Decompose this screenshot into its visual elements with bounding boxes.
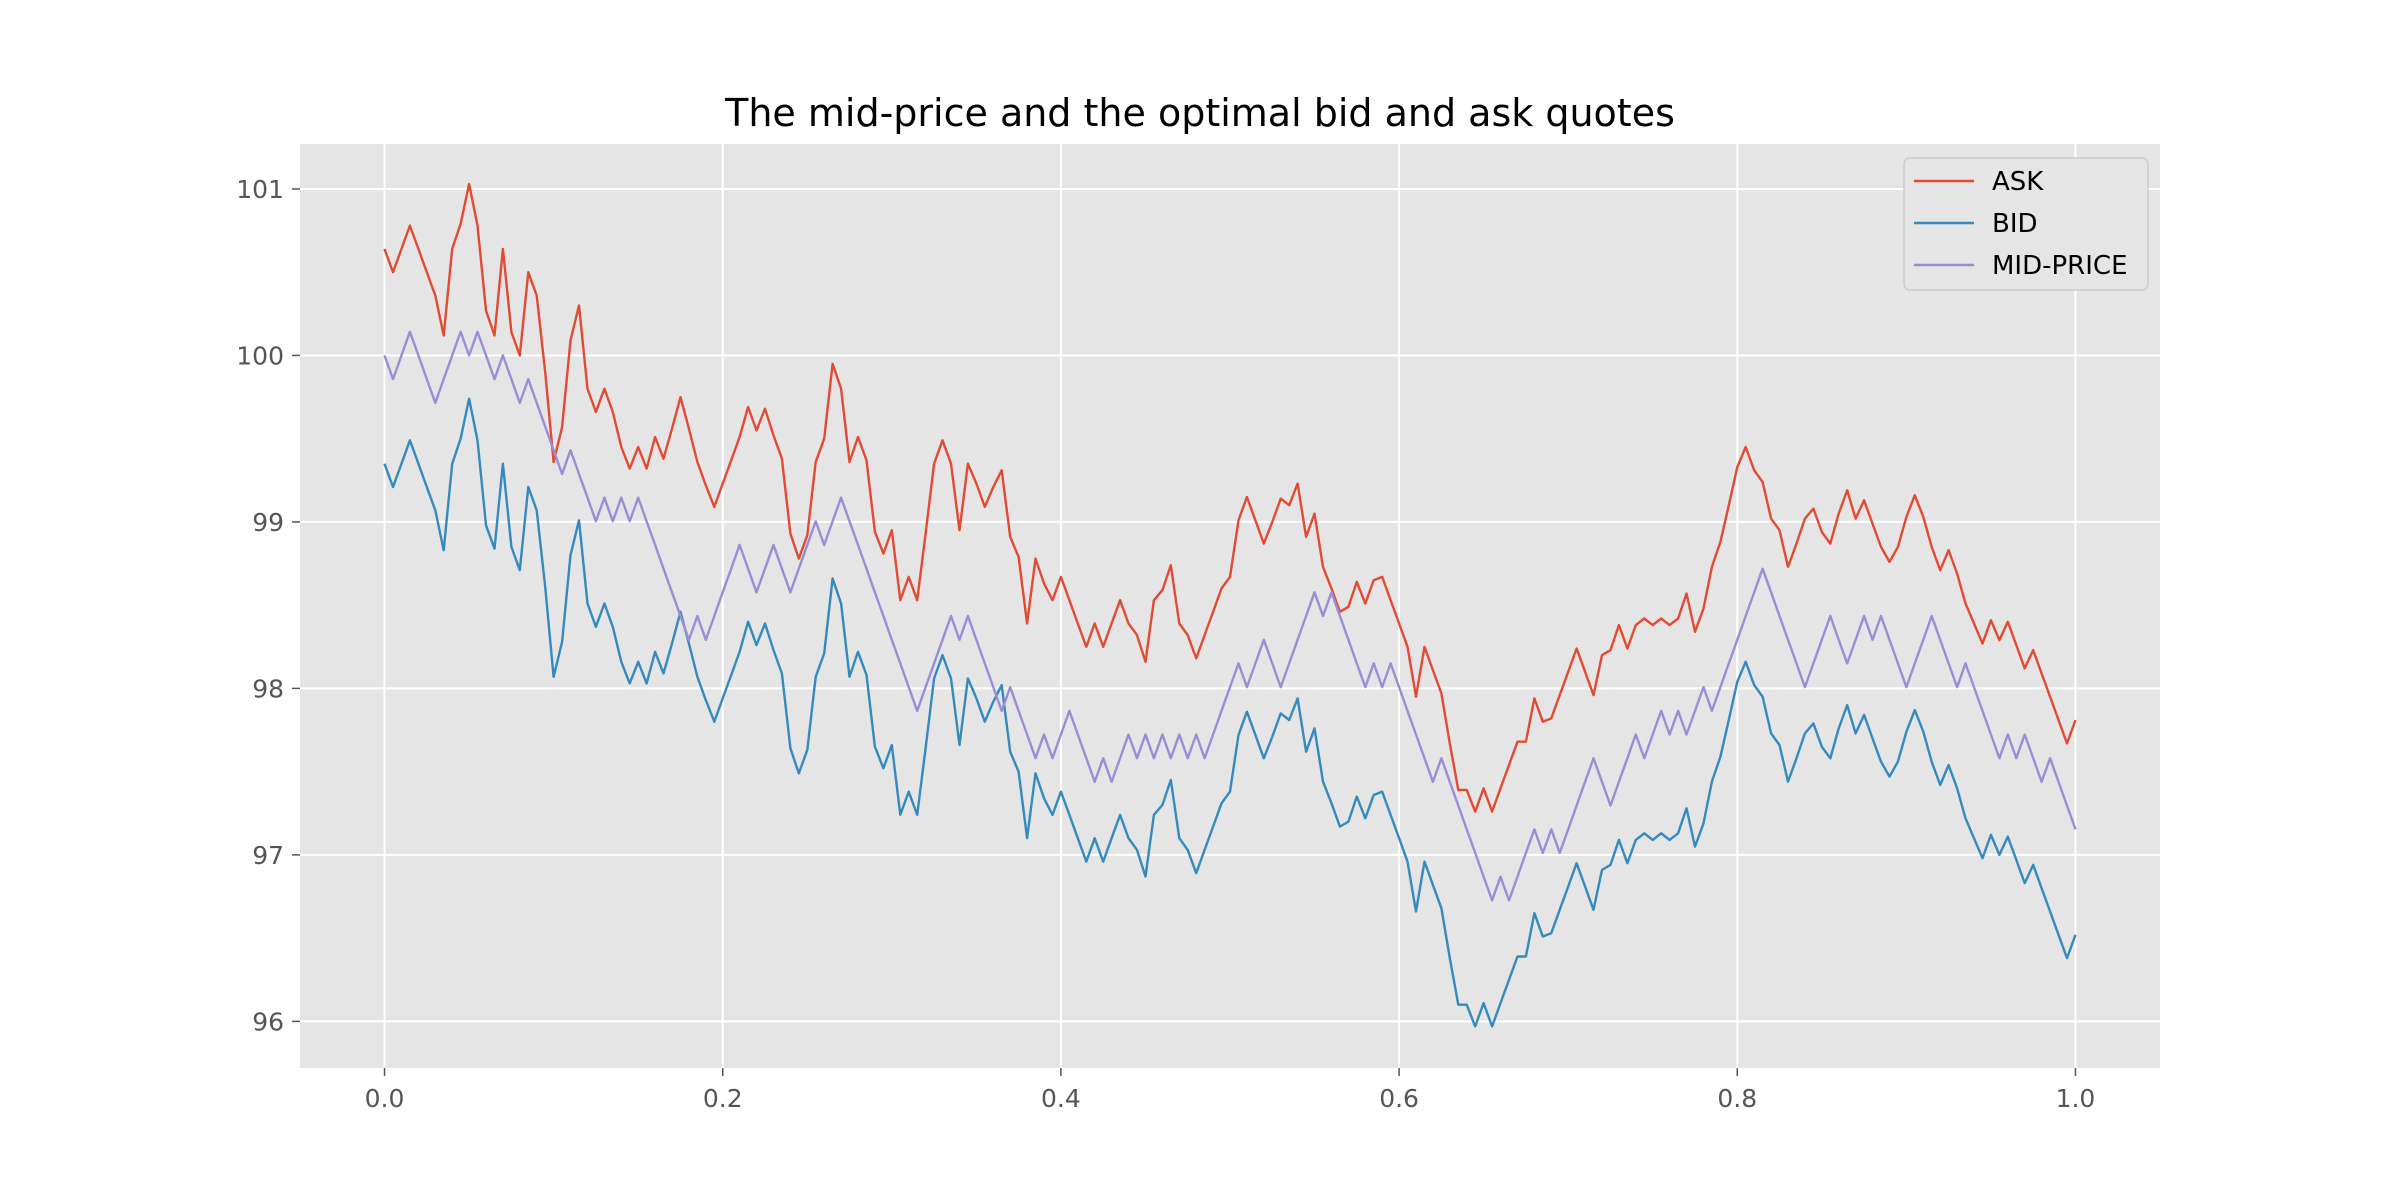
y-tick-label: 96: [252, 1007, 284, 1036]
series-mid-price-line: [383, 330, 2077, 902]
legend-label-ask: ASK: [1992, 167, 2044, 197]
plot-area: [300, 144, 2160, 1068]
y-tick-label: 101: [236, 175, 284, 204]
x-tick-label: 1.0: [2056, 1084, 2096, 1113]
y-tick-label: 98: [252, 674, 284, 703]
x-tick-label: 0.0: [365, 1084, 405, 1113]
legend-label-mid-price: MID-PRICE: [1992, 251, 2128, 281]
series-lines: [383, 182, 2077, 1028]
y-tick-label: 97: [252, 841, 284, 870]
series-ask-line: [383, 182, 2077, 813]
x-tick-label: 0.4: [1041, 1084, 1081, 1113]
grid: [300, 144, 2160, 1068]
legend-box: [1903, 157, 2149, 291]
y-tick-label: 99: [252, 508, 284, 537]
x-tick-label: 0.8: [1717, 1084, 1757, 1113]
y-tick-label: 100: [236, 341, 284, 370]
x-axis: 0.0 0.2 0.4 0.6 0.8 1.0: [365, 1068, 2096, 1113]
series-bid-line: [383, 397, 2077, 1028]
legend-label-bid: BID: [1992, 209, 2038, 239]
legend: ASK BID MID-PRICE: [1903, 157, 2149, 291]
x-tick-label: 0.6: [1379, 1084, 1419, 1113]
x-tick-label: 0.2: [703, 1084, 743, 1113]
y-axis: 96 97 98 99 100 101: [236, 175, 300, 1036]
chart-title: The mid-price and the optimal bid and as…: [724, 91, 1675, 135]
